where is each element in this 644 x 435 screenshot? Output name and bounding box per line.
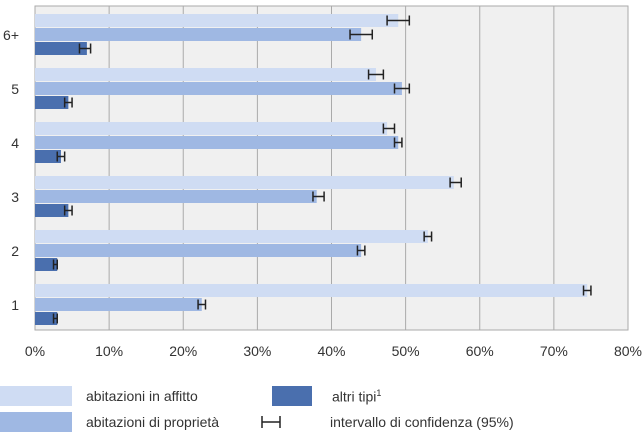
bar: [35, 28, 362, 41]
x-tick-label: 70%: [540, 343, 568, 359]
legend-label-own: abitazioni di proprietà: [86, 414, 220, 430]
x-tick-label: 10%: [95, 343, 123, 359]
x-tick-label: 0%: [25, 343, 45, 359]
y-tick-label: 4: [11, 135, 19, 151]
bar: [35, 244, 362, 257]
bar: [35, 284, 588, 297]
legend-label-ci: intervallo di confidenza (95%): [330, 414, 514, 430]
legend-swatch-own: [0, 412, 72, 432]
bar: [35, 14, 399, 27]
y-axis-labels: 6+ 5 4 3 2 1: [3, 27, 19, 313]
legend-item-own: abitazioni di proprietà: [0, 412, 219, 432]
bar: [35, 122, 388, 135]
legend-label-other: altri tipi1: [332, 388, 381, 405]
legend-footnote-marker: 1: [376, 387, 382, 398]
confidence-interval-icon: [261, 416, 281, 428]
y-tick-label: 6+: [3, 27, 19, 43]
bar: [35, 176, 454, 189]
bar: [35, 82, 402, 95]
bar: [35, 230, 428, 243]
x-tick-label: 50%: [392, 343, 420, 359]
bar: [35, 96, 69, 109]
y-tick-label: 3: [11, 189, 19, 205]
bar: [35, 312, 58, 325]
bar-chart: 6+ 5 4 3 2 1 0% 10% 20% 30% 40% 50% 60% 70% 80%: [3, 5, 642, 359]
legend-label-other-text: altri tipi: [332, 388, 377, 405]
x-tick-label: 60%: [466, 343, 494, 359]
x-tick-label: 30%: [243, 343, 271, 359]
legend-item-other: altri tipi1: [272, 386, 381, 406]
bar: [35, 258, 58, 271]
bar: [35, 68, 376, 81]
legend-item-rent: abitazioni in affitto: [0, 386, 198, 406]
legend-swatch-other: [272, 386, 312, 406]
bar: [35, 136, 399, 149]
y-tick-label: 5: [11, 81, 19, 97]
bar: [35, 42, 87, 55]
legend-label-rent: abitazioni in affitto: [86, 388, 198, 404]
grid-lines: [34, 6, 629, 330]
y-tick-label: 1: [11, 297, 19, 313]
bar: [35, 190, 317, 203]
x-tick-label: 80%: [614, 343, 642, 359]
legend-swatch-rent: [0, 386, 72, 406]
legend-item-ci: intervallo di confidenza (95%): [256, 412, 514, 432]
bar: [35, 150, 61, 163]
legend: abitazioni in affitto abitazioni di prop…: [0, 380, 644, 435]
x-axis-labels: 0% 10% 20% 30% 40% 50% 60% 70% 80%: [25, 343, 642, 359]
x-tick-label: 40%: [317, 343, 345, 359]
bar: [35, 298, 202, 311]
bar: [35, 204, 69, 217]
x-tick-label: 20%: [169, 343, 197, 359]
error-bars-group: [52, 15, 592, 324]
y-tick-label: 2: [11, 243, 19, 259]
bars-group: [35, 14, 588, 325]
